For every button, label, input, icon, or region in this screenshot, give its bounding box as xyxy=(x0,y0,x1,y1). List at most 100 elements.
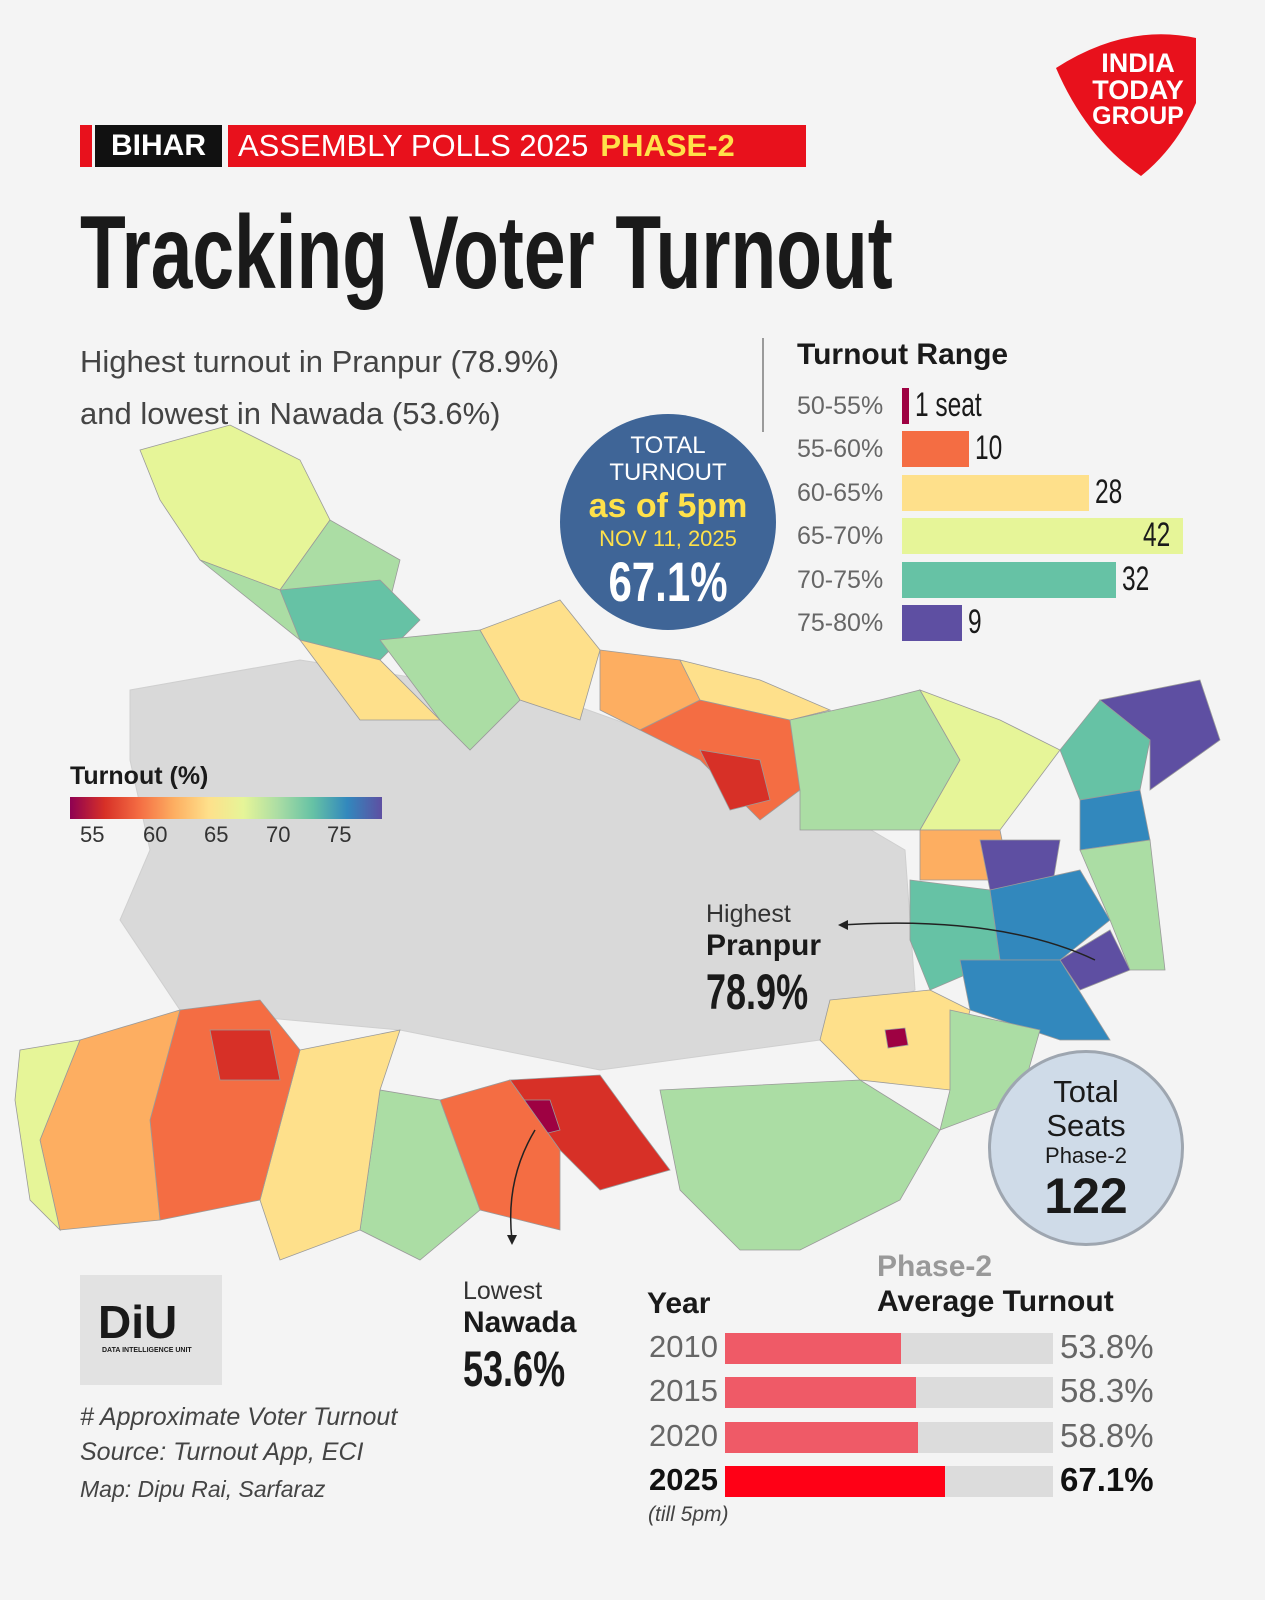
range-bar xyxy=(902,474,1090,511)
legend-colorbar xyxy=(70,797,382,819)
map-district xyxy=(1059,699,1151,801)
svg-text:TODAY: TODAY xyxy=(1092,75,1184,105)
map-district xyxy=(659,1079,941,1251)
legend-title: Turnout (%) xyxy=(70,762,209,790)
svg-text:GROUP: GROUP xyxy=(1092,102,1184,130)
divider xyxy=(762,338,764,432)
total-turnout-badge: TOTAL TURNOUT as of 5pm NOV 11, 2025 67.… xyxy=(560,414,776,630)
range-value-text: 9 xyxy=(968,603,982,641)
range-label: 55-60% xyxy=(797,435,884,464)
diu-logo: DiU DATA INTELLIGENCE UNIT xyxy=(80,1275,222,1385)
range-value-text: 42 xyxy=(1143,516,1171,555)
map-district xyxy=(379,629,521,751)
range-bar xyxy=(902,561,1117,598)
range-label: 50-55% xyxy=(797,392,884,420)
badge-date: NOV 11, 2025 xyxy=(599,526,737,551)
footnote-approx: # Approximate Voter Turnout xyxy=(80,1403,398,1431)
highest-annotation: Highest Pranpur 78.9% xyxy=(706,900,848,1021)
year-note: (till 5pm) xyxy=(648,1503,729,1526)
range-value: 32 xyxy=(1122,560,1160,599)
range-value: 1 seat xyxy=(915,386,1008,425)
legend-tick: 65 xyxy=(204,822,229,847)
subtitle-line1: Highest turnout in Pranpur (78.9%) xyxy=(80,344,560,379)
avg-chart-title: Phase-2 xyxy=(877,1250,993,1283)
range-label: 60-65% xyxy=(797,478,884,507)
highest-label: Highest xyxy=(706,900,791,928)
legend-tick: 70 xyxy=(266,822,291,847)
range-value: 10 xyxy=(975,429,1013,468)
range-value-text: 28 xyxy=(1095,472,1123,511)
map-district xyxy=(679,659,832,721)
year-label: 2025 xyxy=(649,1461,718,1497)
india-today-logo: INDIA TODAY GROUP xyxy=(1056,34,1196,176)
turnout-value: 67.1% xyxy=(1060,1460,1154,1498)
banner-state: BIHAR xyxy=(95,125,222,167)
seats-line1: Total xyxy=(1053,1074,1119,1109)
map-district xyxy=(479,599,601,721)
legend-tick: 60 xyxy=(143,822,168,847)
map-district xyxy=(989,869,1111,961)
turnout-track xyxy=(725,1465,1053,1497)
badge-line2: TURNOUT xyxy=(609,459,727,486)
turnout-value: 58.8% xyxy=(1060,1416,1154,1454)
year-header: Year xyxy=(647,1287,711,1320)
turnout-bar xyxy=(725,1465,946,1497)
turnout-track xyxy=(725,1377,1053,1409)
range-label: 75-80% xyxy=(797,609,884,637)
turnout-track xyxy=(725,1333,1053,1364)
map-district xyxy=(14,1039,81,1232)
banner-title: ASSEMBLY POLLS 2025 xyxy=(238,128,589,163)
subtitle-line2: and lowest in Nawada (53.6%) xyxy=(80,396,501,431)
avg-chart-subtitle: Average Turnout xyxy=(877,1285,1114,1318)
legend-tick: 55 xyxy=(80,822,105,847)
footnote-credit: Map: Dipu Rai, Sarfaraz xyxy=(80,1476,326,1502)
banner-phase: PHASE-2 xyxy=(600,128,735,163)
range-bar xyxy=(902,605,963,641)
range-label: 65-70% xyxy=(797,522,884,551)
year-label: 2020 xyxy=(649,1417,718,1453)
map-district xyxy=(1099,679,1221,791)
range-label: 70-75% xyxy=(797,565,884,594)
banner-main: ASSEMBLY POLLS 2025 PHASE-2 xyxy=(228,125,806,167)
seats-line2: Seats xyxy=(1046,1108,1126,1143)
seats-value: 122 xyxy=(1044,1168,1128,1224)
footnote-source: Source: Turnout App, ECI xyxy=(80,1438,364,1466)
range-value-text: 1 seat xyxy=(914,386,982,424)
range-value: 42 xyxy=(1143,516,1181,555)
banner-accent xyxy=(80,125,92,167)
svg-text:INDIA: INDIA xyxy=(1101,48,1175,78)
total-seats-badge: Total Seats Phase-2 122 xyxy=(988,1050,1184,1246)
subtitle: Highest turnout in Pranpur (78.9%) and lo… xyxy=(80,336,559,440)
badge-line1: TOTAL xyxy=(630,432,706,459)
year-label: 2015 xyxy=(649,1373,718,1409)
turnout-bar xyxy=(725,1333,902,1364)
lowest-name: Nawada xyxy=(463,1306,577,1339)
map-district xyxy=(884,1027,909,1049)
title-text: Tracking Voter Turnout xyxy=(80,195,893,311)
map-district xyxy=(959,959,1111,1041)
turnout-bar xyxy=(725,1377,917,1409)
lowest-annotation: Lowest Nawada 53.6% xyxy=(463,1277,605,1398)
diu-text: DiU xyxy=(98,1296,178,1348)
range-value: 28 xyxy=(1095,473,1133,512)
turnout-value: 58.3% xyxy=(1060,1372,1154,1410)
legend-tick: 75 xyxy=(327,822,352,847)
turnout-value: 53.8% xyxy=(1060,1328,1154,1365)
lowest-label: Lowest xyxy=(463,1277,543,1305)
bihar-map xyxy=(14,424,1221,1261)
turnout-range-title: Turnout Range xyxy=(797,338,1009,371)
map-district xyxy=(209,1029,281,1081)
range-bar xyxy=(902,431,969,468)
highest-value: 78.9% xyxy=(706,964,809,1020)
map-district xyxy=(1079,839,1166,971)
range-bar xyxy=(902,388,909,424)
badge-time: as of 5pm xyxy=(588,487,748,525)
page-title: Tracking Voter Turnout xyxy=(80,198,1209,308)
year-label: 2010 xyxy=(649,1329,718,1364)
turnout-track xyxy=(725,1421,1053,1453)
highest-name: Pranpur xyxy=(706,929,822,962)
turnout-bar xyxy=(725,1421,918,1453)
map-district xyxy=(1079,789,1151,851)
lowest-value: 53.6% xyxy=(463,1341,566,1397)
diu-subtext: DATA INTELLIGENCE UNIT xyxy=(102,1347,192,1354)
